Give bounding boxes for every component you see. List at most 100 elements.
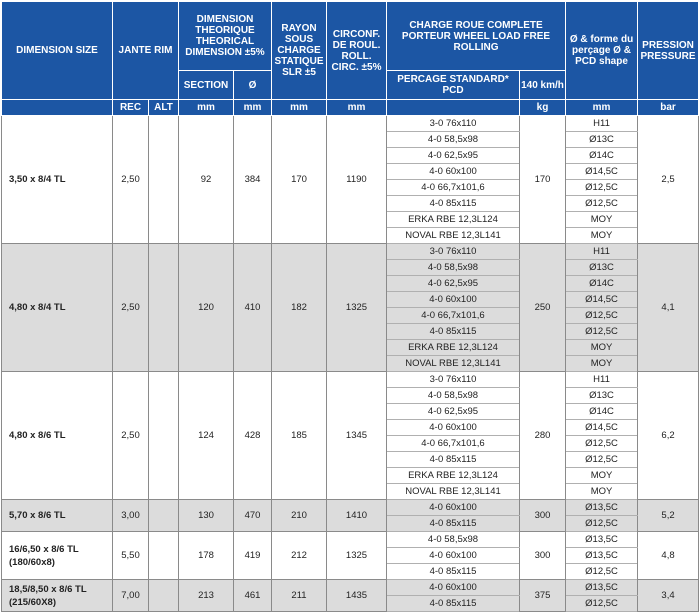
- table-row: 4-0 60x100 Ø14,5C: [2, 291, 699, 308]
- table-row: NOVAL RBE 12,3L141 MOY: [2, 355, 699, 372]
- table-row: 16/6,50 x 8/6 TL (180/60x8) 5,50 178 419 212…: [1, 531, 699, 580]
- circonf-cell: 1190: [326, 115, 387, 244]
- table-body: 3,50 x 8/4 TL 2,50 92 384 170 1190 3-0 76x110 1…: [1, 115, 699, 612]
- shape-cell: Ø14C: [565, 403, 639, 420]
- unit-load: kg: [518, 99, 567, 116]
- pcd-cell: ERKA RBE 12,3L124: [386, 467, 520, 484]
- pcd-cell: 3-0 76x110: [386, 371, 520, 388]
- header-rec: REC: [112, 99, 149, 116]
- header-diameter: Ø: [233, 70, 272, 100]
- circonf-cell: 1325: [326, 243, 387, 372]
- rayon-cell: 170: [271, 115, 327, 244]
- shape-cell: MOY: [565, 227, 639, 244]
- table-row: 4-0 62,5x95 Ø14C: [2, 403, 699, 420]
- pressure-cell: 2,5: [637, 115, 699, 244]
- pcd-cell: 4-0 62,5x95: [386, 403, 520, 420]
- load-cell: 170: [518, 115, 567, 244]
- unit-diameter: mm: [233, 99, 272, 116]
- dim-cell: 16/6,50 x 8/6 TL (180/60x8): [1, 531, 113, 580]
- diameter-cell: 470: [233, 499, 272, 532]
- load-cell: 300: [518, 531, 567, 580]
- pcd-cell: ERKA RBE 12,3L124: [386, 339, 520, 356]
- shape-cell: Ø14,5C: [565, 291, 639, 308]
- pcd-cell: 4-0 66,7x101,6: [386, 179, 520, 196]
- pcd-cell: 4-0 85x115: [386, 515, 520, 532]
- diameter-cell: 461: [233, 579, 272, 612]
- pcd-cell: ERKA RBE 12,3L124: [386, 211, 520, 228]
- diameter-cell: 428: [233, 371, 272, 500]
- pressure-cell: 6,2: [637, 371, 699, 500]
- rec-cell: 3,00: [112, 499, 149, 532]
- pcd-cell: 4-0 58,5x98: [386, 259, 520, 276]
- shape-cell: Ø12,5C: [565, 307, 639, 324]
- load-cell: 375: [518, 579, 567, 612]
- dim-cell: 4,80 x 8/6 TL: [1, 371, 113, 500]
- shape-cell: Ø13,5C: [565, 499, 639, 516]
- alt-cell: [148, 243, 179, 372]
- section-cell: 120: [178, 243, 234, 372]
- diameter-cell: 410: [233, 243, 272, 372]
- section-cell: 92: [178, 115, 234, 244]
- shape-cell: Ø12,5C: [565, 323, 639, 340]
- table-row: 4,80 x 8/4 TL 2,50 120 410 182 1325 3-0 76x110…: [1, 243, 699, 372]
- pcd-cell: NOVAL RBE 12,3L141: [386, 483, 520, 500]
- pcd-cell: 4-0 62,5x95: [386, 275, 520, 292]
- pcd-cell: NOVAL RBE 12,3L141: [386, 227, 520, 244]
- pcd-cell: 4-0 60x100: [386, 163, 520, 180]
- table-row: 4-0 62,5x95 Ø14C: [2, 275, 699, 292]
- table-row: 4-0 58,5x98 Ø13C: [2, 387, 699, 404]
- table-row: 4-0 58,5x98 Ø13C: [2, 131, 699, 148]
- header-speed: 140 km/h: [518, 70, 567, 100]
- pcd-cell: 4-0 60x100: [386, 499, 520, 516]
- pcd-cell: 4-0 60x100: [386, 579, 520, 596]
- shape-cell: Ø14,5C: [565, 419, 639, 436]
- shape-cell: Ø13,5C: [565, 531, 639, 548]
- shape-cell: MOY: [565, 483, 639, 500]
- unit-percage: [386, 99, 520, 116]
- table-row: 4,80 x 8/6 TL 2,50 124 428 185 1345 3-0 76x110…: [1, 371, 699, 500]
- shape-cell: Ø12,5C: [565, 435, 639, 452]
- rayon-cell: 182: [271, 243, 327, 372]
- section-cell: 124: [178, 371, 234, 500]
- dim-cell: 5,70 x 8/6 TL: [1, 499, 113, 532]
- alt-cell: [148, 531, 179, 580]
- table-row: 4-0 85x115 Ø12,5C: [2, 595, 699, 612]
- pcd-cell: 4-0 85x115: [386, 595, 520, 612]
- shape-cell: MOY: [565, 339, 639, 356]
- table-row: 3,50 x 8/4 TL 2,50 92 384 170 1190 3-0 76x110 1…: [1, 115, 699, 244]
- header-section: SECTION: [178, 70, 234, 100]
- pcd-cell: 4-0 60x100: [386, 419, 520, 436]
- header-charge: CHARGE ROUE COMPLETE PORTEUR WHEEL LOAD …: [385, 1, 567, 71]
- pressure-cell: 4,8: [637, 531, 699, 580]
- table-row: 4-0 85x115 Ø12,5C: [2, 451, 699, 468]
- pcd-cell: 4-0 66,7x101,6: [386, 307, 520, 324]
- pressure-cell: 5,2: [637, 499, 699, 532]
- rec-cell: 2,50: [112, 243, 149, 372]
- diameter-cell: 419: [233, 531, 272, 580]
- table-row: 4-0 62,5x95 Ø14C: [2, 147, 699, 164]
- header-jante: JANTE RIM: [112, 1, 179, 100]
- load-cell: 280: [518, 371, 567, 500]
- shape-cell: H11: [565, 115, 639, 132]
- unit-pression: bar: [637, 99, 699, 116]
- pcd-cell: 4-0 62,5x95: [386, 147, 520, 164]
- shape-cell: Ø12,5C: [565, 195, 639, 212]
- shape-cell: Ø14,5C: [565, 163, 639, 180]
- shape-cell: Ø12,5C: [565, 595, 639, 612]
- dim-cell: 18,5/8,50 x 8/6 TL (215/60X8): [1, 579, 113, 612]
- rec-cell: 2,50: [112, 371, 149, 500]
- shape-cell: Ø13C: [565, 387, 639, 404]
- section-cell: 178: [178, 531, 234, 580]
- shape-cell: H11: [565, 243, 639, 260]
- shape-cell: Ø13,5C: [565, 547, 639, 564]
- rayon-cell: 212: [271, 531, 327, 580]
- shape-cell: H11: [565, 371, 639, 388]
- shape-cell: Ø13C: [565, 131, 639, 148]
- table-row: 4-0 85x115 Ø12,5C: [2, 563, 699, 580]
- load-cell: 250: [518, 243, 567, 372]
- pcd-cell: 4-0 85x115: [386, 195, 520, 212]
- header-rayon: RAYON SOUS CHARGE STATIQUE SLR ±5: [271, 1, 327, 100]
- table-row: 5,70 x 8/6 TL 3,00 130 470 210 1410 4-0 60x100…: [1, 499, 699, 532]
- circonf-cell: 1345: [326, 371, 387, 500]
- shape-cell: Ø12,5C: [565, 451, 639, 468]
